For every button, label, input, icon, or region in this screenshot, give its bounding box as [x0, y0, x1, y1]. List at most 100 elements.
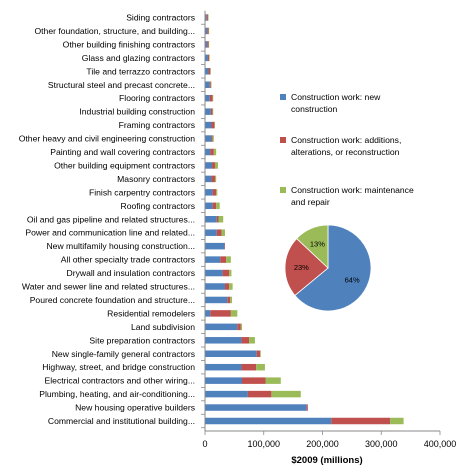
- bar-segment: [216, 202, 220, 210]
- legend-label: Construction work: maintenance: [291, 185, 414, 195]
- bar-segment: [224, 283, 230, 290]
- bar-segment: [256, 350, 261, 357]
- bar-segment: [209, 54, 210, 62]
- legend-label: and repair: [291, 197, 330, 207]
- legend-swatch: [280, 94, 286, 100]
- bar-segment: [210, 310, 231, 317]
- bar-segment: [205, 363, 242, 371]
- bar-segment: [224, 242, 225, 250]
- bar-segment: [205, 417, 332, 425]
- bar-segment: [205, 283, 225, 290]
- category-label: Finish carpentry contractors: [89, 187, 195, 197]
- bar-segment: [265, 377, 281, 384]
- legend: Construction work: new construction Constr…: [280, 92, 414, 207]
- bar-segment: [205, 108, 211, 115]
- bar-segment: [331, 417, 391, 425]
- bar-segment: [227, 296, 231, 304]
- pie-slice: [296, 224, 329, 269]
- bar-segment: [207, 41, 209, 48]
- x-axis-title: $2009 (millions): [291, 455, 362, 466]
- bar-segment: [230, 310, 238, 317]
- bar-segment: [209, 81, 211, 88]
- pie-slice-label: 64%: [345, 275, 360, 284]
- bar-segment: [218, 216, 224, 223]
- category-label: Electrical contractors and other wiring.…: [45, 376, 195, 386]
- bar-segment: [212, 94, 214, 102]
- bar-segment: [212, 135, 214, 142]
- bar-segment: [220, 256, 227, 263]
- bar-segment: [221, 229, 225, 236]
- category-label: Other heavy and civil engineering constr…: [19, 134, 195, 144]
- category-label: Drywall and insulation contractors: [67, 268, 196, 278]
- category-label: Site preparation contractors: [89, 335, 195, 345]
- bar-segment: [240, 323, 243, 331]
- bar-segment: [205, 27, 208, 35]
- bar-segment: [205, 202, 213, 210]
- bar-segment: [205, 337, 242, 344]
- bar-segment: [210, 68, 211, 75]
- legend-swatch: [280, 137, 286, 143]
- category-label: Siding contractors: [126, 13, 195, 23]
- category-label: Roofing contractors: [120, 201, 195, 211]
- bar-segment: [210, 81, 212, 88]
- category-label: Flooring contractors: [119, 93, 195, 103]
- legend-label: Construction work: additions,: [291, 135, 401, 145]
- bar-segment: [205, 216, 217, 223]
- bar-segment: [207, 27, 209, 35]
- bar-segment: [205, 256, 221, 263]
- pie-slice: [284, 237, 329, 296]
- bar-segment: [212, 202, 217, 210]
- category-label: Glass and glazing contractors: [82, 53, 195, 63]
- bar-segment: [271, 390, 301, 398]
- bar-segment: [205, 41, 208, 48]
- bar-segment: [214, 121, 215, 129]
- bar-chart: Commercial and institutional building...…: [19, 13, 404, 429]
- bar-segment: [242, 377, 266, 384]
- bar-segment: [226, 256, 231, 263]
- bar-segment: [205, 323, 238, 331]
- bar-segment: [205, 390, 248, 398]
- bar-segment: [211, 121, 215, 129]
- x-axis: 0 100,000 200,000 300,000 400,000: [202, 10, 456, 449]
- category-label: Tile and terrazzo contractors: [86, 66, 195, 76]
- bar-segment: [211, 135, 213, 142]
- category-label: All other specialty trade contractors: [61, 255, 195, 265]
- category-label: Oil and gas pipeline and related structu…: [27, 214, 195, 224]
- x-tick-label: 300,000: [365, 439, 398, 449]
- bar-segment: [212, 162, 215, 169]
- bar-segment: [213, 148, 217, 156]
- bar-segment: [256, 363, 265, 371]
- bar-segment: [260, 350, 261, 357]
- category-label: Poured concrete foundation and structure…: [30, 295, 195, 305]
- bar-segment: [205, 14, 207, 21]
- category-label: Water and sewer line and related structu…: [22, 282, 195, 292]
- bar-segment: [229, 269, 232, 277]
- bar-segment: [229, 283, 233, 290]
- bar-segment: [210, 108, 213, 115]
- bar-segment: [247, 390, 272, 398]
- bar-segment: [237, 323, 241, 331]
- category-label: Commercial and institutional building...: [48, 416, 195, 426]
- bar-segment: [205, 242, 225, 250]
- bar-segment: [212, 189, 217, 196]
- bar-segment: [208, 41, 210, 48]
- category-label: Plumbing, heating, and air-conditioning.…: [39, 389, 195, 399]
- bar-segment: [216, 229, 222, 236]
- legend-label: Construction work: new: [291, 92, 381, 102]
- bar-segment: [205, 121, 212, 129]
- category-label: Other building equipment contractors: [54, 160, 195, 170]
- legend-swatch: [280, 187, 286, 193]
- bar-segment: [205, 175, 212, 183]
- bar-segment: [216, 216, 219, 223]
- bar-segment: [206, 14, 208, 21]
- bar-segment: [205, 310, 211, 317]
- bar-segment: [205, 148, 211, 156]
- legend-label: construction: [291, 104, 338, 114]
- bar-segment: [241, 363, 257, 371]
- category-label: New housing operative builders: [75, 403, 195, 413]
- pie-slice-label: 13%: [310, 240, 325, 249]
- bar-segment: [207, 14, 209, 21]
- bar-segment: [222, 269, 230, 277]
- bar-segment: [216, 189, 218, 196]
